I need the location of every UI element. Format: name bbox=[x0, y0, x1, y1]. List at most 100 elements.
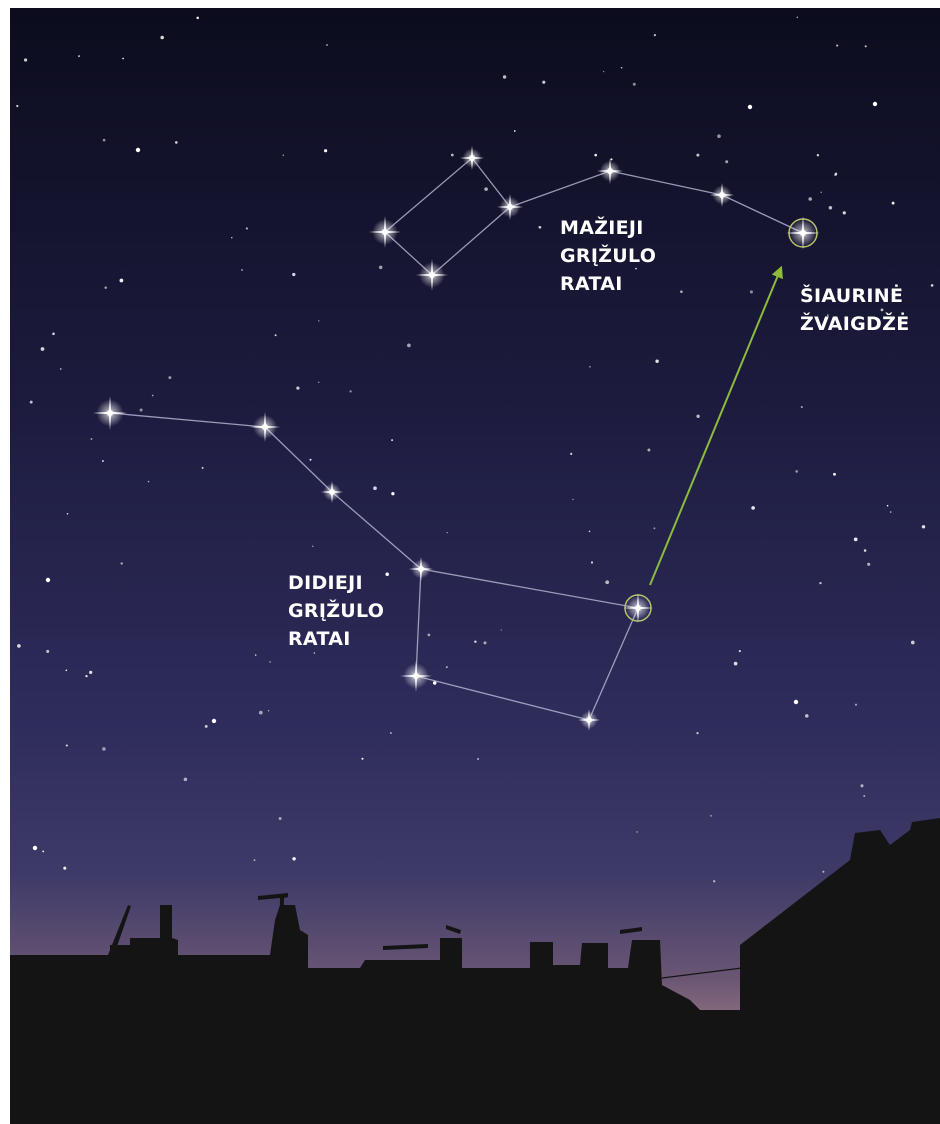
star bbox=[292, 273, 295, 276]
page: {"labels": [ {"lines": ["MAŽIEJI", "GRĮŽ… bbox=[0, 0, 940, 1124]
star bbox=[797, 17, 799, 19]
star bbox=[41, 347, 45, 351]
star bbox=[196, 17, 199, 20]
star bbox=[391, 439, 393, 441]
star bbox=[750, 290, 753, 293]
star bbox=[160, 36, 164, 40]
star bbox=[292, 857, 295, 860]
star bbox=[85, 675, 87, 677]
star bbox=[881, 308, 884, 311]
star bbox=[168, 376, 171, 379]
star bbox=[911, 641, 915, 645]
star bbox=[603, 71, 604, 72]
star bbox=[373, 486, 377, 490]
star-core bbox=[635, 605, 641, 611]
star bbox=[16, 105, 18, 107]
star bbox=[843, 211, 846, 214]
illustration: MAŽIEJI GRĮŽULO RATAI ŠIAURINĖ ŽVAIGDŽĖ … bbox=[10, 8, 940, 1124]
star bbox=[890, 511, 892, 513]
star bbox=[122, 58, 124, 60]
star bbox=[246, 227, 248, 229]
star bbox=[105, 287, 107, 289]
star bbox=[795, 470, 798, 473]
star bbox=[254, 859, 256, 861]
star bbox=[255, 654, 256, 655]
star-core bbox=[607, 168, 613, 174]
star bbox=[739, 650, 741, 652]
star-core bbox=[413, 673, 419, 679]
star bbox=[24, 58, 27, 61]
star bbox=[184, 778, 188, 782]
star bbox=[63, 867, 66, 870]
star bbox=[91, 438, 93, 440]
star bbox=[835, 173, 837, 175]
star bbox=[446, 666, 448, 668]
star bbox=[17, 644, 21, 648]
star bbox=[120, 279, 124, 283]
star bbox=[696, 154, 699, 157]
star bbox=[314, 652, 316, 654]
star bbox=[503, 75, 506, 78]
star-core bbox=[800, 230, 806, 236]
star bbox=[855, 704, 857, 706]
star bbox=[931, 284, 934, 287]
star bbox=[451, 154, 454, 157]
star bbox=[589, 366, 591, 368]
label-line: ŠIAURINĖ bbox=[800, 283, 903, 307]
star bbox=[748, 105, 752, 109]
star bbox=[654, 34, 656, 36]
label-line: DIDIEJI bbox=[288, 572, 363, 594]
label-line: MAŽIEJI bbox=[560, 216, 644, 239]
star bbox=[390, 732, 392, 734]
star bbox=[296, 386, 299, 389]
star bbox=[633, 83, 636, 86]
star bbox=[60, 368, 61, 369]
star bbox=[121, 562, 123, 564]
star bbox=[892, 202, 895, 205]
star bbox=[205, 725, 208, 728]
star bbox=[175, 141, 178, 144]
star bbox=[349, 390, 351, 392]
star bbox=[379, 266, 383, 270]
star bbox=[636, 831, 637, 832]
star bbox=[102, 747, 106, 751]
star bbox=[407, 344, 411, 348]
star bbox=[46, 650, 49, 653]
star bbox=[922, 525, 925, 528]
star bbox=[542, 81, 545, 84]
star bbox=[589, 531, 591, 533]
star bbox=[887, 505, 889, 507]
star bbox=[751, 506, 755, 510]
star bbox=[241, 269, 243, 271]
star bbox=[836, 45, 838, 47]
label-line: GRĮŽULO bbox=[288, 599, 384, 622]
star bbox=[477, 758, 479, 760]
star bbox=[310, 459, 312, 461]
star bbox=[734, 662, 738, 666]
star-core bbox=[469, 155, 475, 161]
star bbox=[635, 268, 637, 270]
star bbox=[653, 527, 655, 529]
star bbox=[67, 513, 69, 515]
star bbox=[269, 661, 270, 662]
star bbox=[33, 846, 37, 850]
star bbox=[42, 850, 44, 852]
star-core bbox=[382, 229, 388, 235]
star bbox=[591, 561, 593, 563]
star bbox=[864, 549, 867, 552]
star bbox=[725, 160, 728, 163]
star bbox=[647, 449, 650, 452]
star-core bbox=[329, 489, 335, 495]
star bbox=[717, 134, 721, 138]
star bbox=[275, 334, 277, 336]
star bbox=[863, 795, 865, 797]
star bbox=[867, 563, 870, 566]
star bbox=[259, 711, 263, 715]
star-core bbox=[507, 204, 513, 210]
star bbox=[501, 629, 502, 630]
star-core bbox=[719, 192, 725, 198]
star-core bbox=[418, 566, 424, 572]
star bbox=[610, 158, 612, 160]
star bbox=[447, 532, 448, 533]
star bbox=[52, 333, 55, 336]
